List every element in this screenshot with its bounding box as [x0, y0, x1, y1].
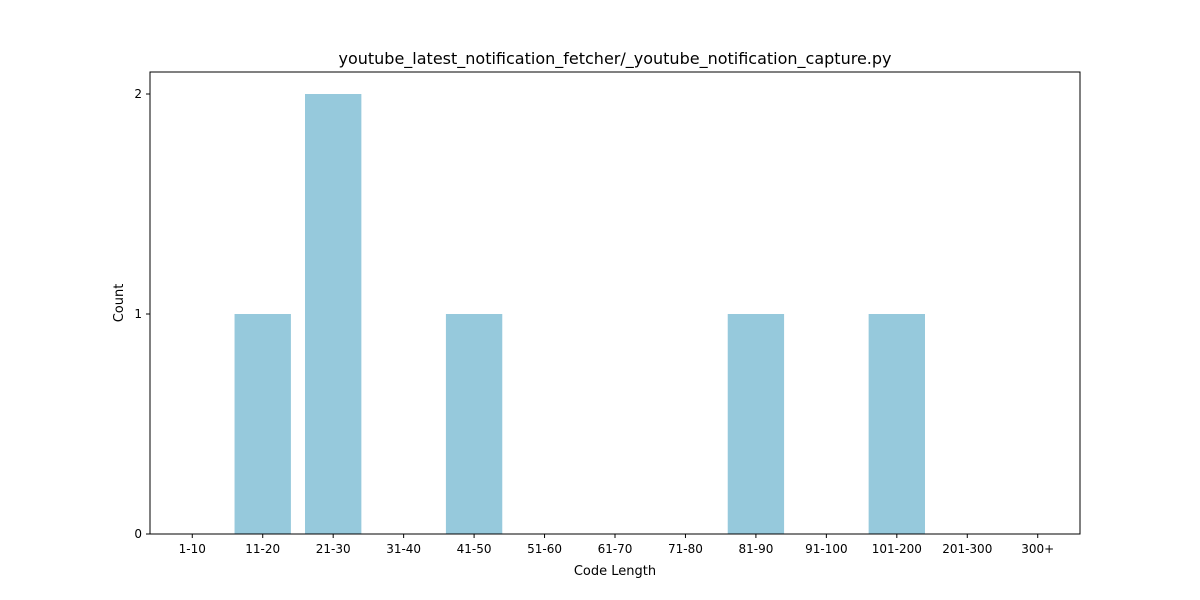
x-tick-label: 101-200: [872, 542, 922, 556]
x-tick-label: 81-90: [738, 542, 773, 556]
x-tick-label: 201-300: [942, 542, 992, 556]
y-tick-label: 2: [134, 87, 142, 101]
x-tick-label: 41-50: [457, 542, 492, 556]
chart-title: youtube_latest_notification_fetcher/_you…: [338, 49, 891, 69]
y-tick-label: 0: [134, 527, 142, 541]
y-axis-label: Count: [112, 284, 127, 323]
x-tick-label: 11-20: [245, 542, 280, 556]
bar-41-50: [445, 314, 503, 534]
y-tick-label: 1: [134, 307, 142, 321]
x-axis-ticks: 1-10 11-20 21-30 31-40 41-50 51-60 61-70 71-80 8…: [179, 534, 1054, 556]
x-tick-label: 1-10: [179, 542, 206, 556]
bars-group: [234, 94, 925, 534]
x-tick-label: 21-30: [316, 542, 351, 556]
x-tick-label: 91-100: [805, 542, 848, 556]
x-tick-label: 51-60: [527, 542, 562, 556]
x-tick-label: 300+: [1021, 542, 1054, 556]
x-tick-label: 61-70: [598, 542, 633, 556]
bar-101-200: [868, 314, 925, 534]
bar-11-20: [234, 314, 291, 534]
x-tick-label: 31-40: [386, 542, 421, 556]
x-tick-label: 71-80: [668, 542, 703, 556]
x-axis-label: Code Length: [574, 564, 656, 579]
y-axis-ticks: 0 1 2: [134, 87, 150, 541]
bar-21-30: [305, 94, 362, 534]
bar-81-90: [727, 314, 785, 534]
